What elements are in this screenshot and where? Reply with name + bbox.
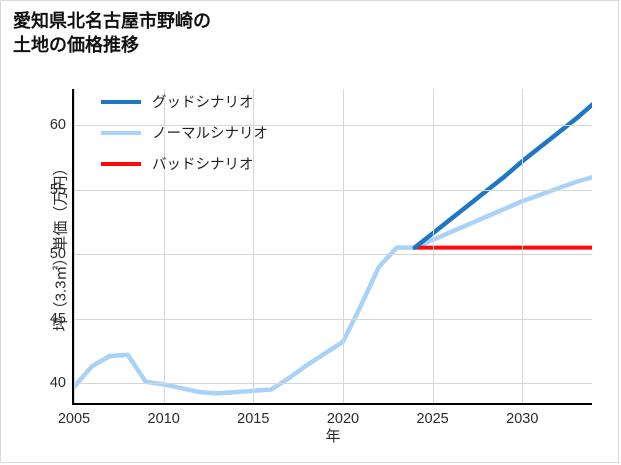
y-tick-label: 45 xyxy=(49,310,66,327)
gridline-y xyxy=(74,125,592,127)
y-axis-label: 坪（3.3㎡）単価（万円） xyxy=(52,160,70,332)
legend-item-bad: バッドシナリオ xyxy=(101,153,268,174)
x-tick-label: 2025 xyxy=(416,411,449,427)
legend-swatch-bad xyxy=(101,161,141,166)
gridline-x xyxy=(522,89,524,403)
x-tick-label: 2005 xyxy=(57,411,91,427)
legend-label-bad: バッドシナリオ xyxy=(152,157,254,173)
plot-inner xyxy=(74,89,592,403)
x-tick-label: 2015 xyxy=(237,411,270,427)
legend-label-good: グッドシナリオ xyxy=(152,95,254,111)
gridline-x xyxy=(74,89,75,403)
gridline-x xyxy=(342,89,344,403)
y-tick-label: 40 xyxy=(49,375,66,392)
legend-item-normal: ノーマルシナリオ xyxy=(101,122,268,143)
legend-swatch-good xyxy=(101,99,141,104)
gridline-y xyxy=(74,254,592,256)
series-line-good xyxy=(412,101,592,250)
chart-title: 愛知県北名古屋市野崎の 土地の価格推移 xyxy=(13,11,211,56)
series-line-normal xyxy=(74,174,592,396)
gridline-x xyxy=(163,89,165,403)
gridline-x xyxy=(253,89,255,403)
gridline-y xyxy=(74,318,592,320)
y-tick-label: 50 xyxy=(49,246,66,263)
gridline-y xyxy=(74,383,592,385)
x-tick-label: 2010 xyxy=(147,411,180,427)
y-tick-label: 60 xyxy=(49,117,66,134)
y-tick-label: 55 xyxy=(49,181,66,198)
chart-legend: グッドシナリオ ノーマルシナリオ バッドシナリオ xyxy=(101,91,268,174)
x-tick-label: 2030 xyxy=(506,411,539,427)
legend-item-good: グッドシナリオ xyxy=(101,91,268,112)
x-tick-label: 2020 xyxy=(326,411,360,427)
legend-label-normal: ノーマルシナリオ xyxy=(152,126,268,142)
gridline-x xyxy=(432,89,434,403)
gridline-y xyxy=(74,189,592,191)
plot-area: 40 45 50 55 60 2005 2010 2015 2020 2025 2030 坪（3.… xyxy=(50,89,592,445)
x-axis-label: 年 xyxy=(325,428,341,445)
legend-swatch-normal xyxy=(101,130,141,135)
